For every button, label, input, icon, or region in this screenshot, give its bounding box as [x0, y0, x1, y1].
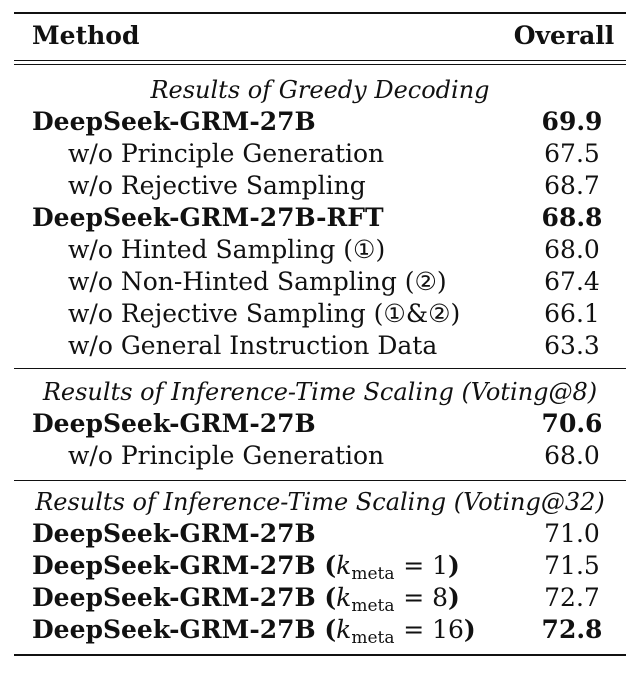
header-double-rule-bottom — [14, 64, 626, 65]
k-symbol: k — [336, 615, 352, 644]
k-value: = 1 — [403, 551, 449, 580]
method-cell: w/o General Instruction Data — [68, 331, 438, 360]
method-name: DeepSeek-GRM-27B — [32, 615, 316, 644]
method-cell: w/o Non-Hinted Sampling (②) — [68, 267, 447, 296]
method-cell: DeepSeek-GRM-27B (kmeta = 1) — [32, 551, 460, 584]
table-row: DeepSeek-GRM-27B 71.0 — [14, 518, 626, 550]
k-symbol: k — [336, 551, 352, 580]
table-row: w/o Principle Generation 68.0 — [14, 440, 626, 472]
table-row: w/o Rejective Sampling 68.7 — [14, 170, 626, 202]
method-cell: w/o Principle Generation — [68, 441, 385, 470]
header-overall: Overall — [513, 21, 615, 50]
table-row: DeepSeek-GRM-27B (kmeta = 1) 71.5 — [14, 550, 626, 584]
method-cell: DeepSeek-GRM-27B (kmeta = 8) — [32, 583, 460, 616]
top-rule — [14, 12, 626, 14]
overall-cell: 68.7 — [544, 171, 600, 200]
overall-cell: 68.8 — [541, 203, 603, 232]
table-row: DeepSeek-GRM-27B 69.9 — [14, 106, 626, 138]
bottom-rule — [14, 654, 626, 656]
k-value: = 16 — [403, 615, 464, 644]
method-cell: w/o Rejective Sampling (①&②) — [68, 299, 461, 328]
method-cell: DeepSeek-GRM-27B (kmeta = 16) — [32, 615, 476, 648]
table-row: w/o Non-Hinted Sampling (②) 67.4 — [14, 266, 626, 298]
section-rule — [14, 368, 626, 369]
method-name: DeepSeek-GRM-27B — [32, 551, 316, 580]
table-row: DeepSeek-GRM-27B 70.6 — [14, 408, 626, 440]
table-row: w/o Hinted Sampling (①) 68.0 — [14, 234, 626, 266]
overall-cell: 69.9 — [541, 107, 603, 136]
section-title-voting8: Results of Inference-Time Scaling (Votin… — [42, 378, 598, 406]
overall-cell: 66.1 — [544, 299, 600, 328]
method-cell: DeepSeek-GRM-27B — [32, 409, 316, 438]
k-symbol: k — [336, 583, 352, 612]
overall-cell: 68.0 — [544, 441, 600, 470]
overall-cell: 72.8 — [541, 615, 603, 644]
overall-cell: 63.3 — [544, 331, 600, 360]
header-method: Method — [32, 21, 140, 50]
method-cell: w/o Principle Generation — [68, 139, 385, 168]
overall-cell: 71.5 — [544, 551, 600, 580]
table-header-row: Method Overall — [14, 20, 626, 52]
table-row: w/o General Instruction Data 63.3 — [14, 330, 626, 362]
overall-cell: 70.6 — [541, 409, 603, 438]
method-cell: DeepSeek-GRM-27B-RFT — [32, 203, 384, 232]
overall-cell: 71.0 — [544, 519, 600, 548]
overall-cell: 68.0 — [544, 235, 600, 264]
k-subscript: meta — [351, 596, 395, 616]
header-double-rule-top — [14, 60, 626, 61]
overall-cell: 67.5 — [544, 139, 600, 168]
section-title-greedy: Results of Greedy Decoding — [150, 76, 490, 104]
table-row: DeepSeek-GRM-27B (kmeta = 8) 72.7 — [14, 582, 626, 616]
table-row: DeepSeek-GRM-27B (kmeta = 16) 72.8 — [14, 614, 626, 648]
method-cell: DeepSeek-GRM-27B — [32, 107, 316, 136]
method-cell: DeepSeek-GRM-27B — [32, 519, 316, 548]
method-cell: w/o Rejective Sampling — [68, 171, 366, 200]
k-subscript: meta — [351, 564, 395, 584]
section-rule — [14, 480, 626, 481]
k-subscript: meta — [351, 628, 395, 648]
method-cell: w/o Hinted Sampling (①) — [68, 235, 386, 264]
table-row: w/o Principle Generation 67.5 — [14, 138, 626, 170]
method-name: DeepSeek-GRM-27B — [32, 583, 316, 612]
overall-cell: 67.4 — [544, 267, 600, 296]
overall-cell: 72.7 — [544, 583, 600, 612]
k-value: = 8 — [403, 583, 449, 612]
section-title-voting32: Results of Inference-Time Scaling (Votin… — [35, 488, 605, 516]
table-row: DeepSeek-GRM-27B-RFT 68.8 — [14, 202, 626, 234]
table-row: w/o Rejective Sampling (①&②) 66.1 — [14, 298, 626, 330]
